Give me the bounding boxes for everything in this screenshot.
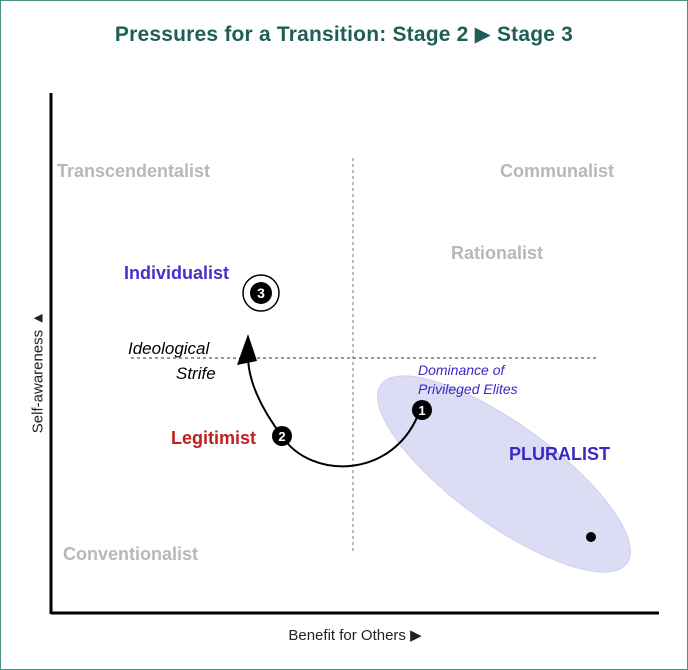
ideological-strife-line2: Strife <box>176 364 216 383</box>
pluralist-label: PLURALIST <box>509 444 610 464</box>
marker-2-number: 2 <box>278 429 285 444</box>
marker-3-number: 3 <box>257 285 265 301</box>
arrow-head <box>237 334 257 365</box>
transition-arrow <box>246 352 421 468</box>
quadrant-label-rationalist: Rationalist <box>451 243 544 263</box>
marker-1-circle <box>412 400 432 420</box>
marker-1-number: 1 <box>418 403 425 418</box>
y-axis-label: Self-awareness ▲ <box>29 310 47 434</box>
dominance-label-line2: Privileged Elites <box>418 381 518 397</box>
individualist-label: Individualist <box>124 263 230 283</box>
quadrant-label-communalist: Communalist <box>500 161 615 181</box>
marker-2-circle <box>272 426 292 446</box>
quadrant-label-conventionalist: Conventionalist <box>63 544 199 564</box>
pluralist-point <box>586 532 596 542</box>
x-axis-label: Benefit for Others ▶ <box>288 627 422 644</box>
ideological-strife-line1: Ideological <box>128 339 210 358</box>
quadrant-label-transcendentalist: Transcendentalist <box>57 161 211 181</box>
diagram-title: Pressures for a Transition: Stage 2 ▶ St… <box>114 23 574 46</box>
pluralist-region <box>377 375 631 573</box>
legitimist-label: Legitimist <box>171 428 257 448</box>
marker-3-circle <box>250 282 272 304</box>
dominance-label-line1: Dominance of <box>418 362 505 378</box>
